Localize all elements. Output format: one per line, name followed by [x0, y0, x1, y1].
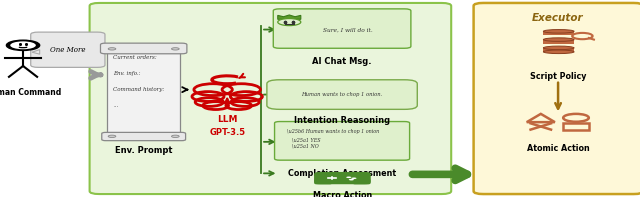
Text: Script Policy: Script Policy	[530, 72, 586, 81]
Text: Env. info.:: Env. info.:	[113, 71, 141, 76]
Text: \u25b6 Human wants to chop 1 onion: \u25b6 Human wants to chop 1 onion	[287, 129, 380, 134]
Circle shape	[172, 135, 179, 138]
Circle shape	[351, 177, 356, 179]
Text: One More: One More	[50, 46, 86, 54]
FancyBboxPatch shape	[315, 180, 332, 184]
Circle shape	[108, 48, 116, 50]
Circle shape	[349, 179, 354, 180]
Text: LLM: LLM	[217, 115, 237, 124]
FancyBboxPatch shape	[275, 122, 410, 160]
Circle shape	[6, 40, 40, 50]
FancyBboxPatch shape	[267, 80, 417, 109]
Polygon shape	[32, 50, 40, 54]
FancyBboxPatch shape	[102, 132, 186, 141]
Text: Intention Reasoning: Intention Reasoning	[294, 116, 390, 125]
Circle shape	[108, 135, 116, 138]
Bar	[543, 40, 574, 44]
FancyBboxPatch shape	[100, 43, 187, 54]
Text: Current orders:: Current orders:	[113, 55, 157, 60]
Text: Atomic Action: Atomic Action	[527, 144, 589, 153]
Text: Human wants to chop 1 onion.: Human wants to chop 1 onion.	[301, 92, 383, 97]
Ellipse shape	[543, 46, 574, 50]
Circle shape	[172, 48, 179, 50]
FancyBboxPatch shape	[273, 9, 411, 48]
Text: ...: ...	[113, 103, 118, 108]
Ellipse shape	[543, 30, 574, 33]
Text: Executor: Executor	[532, 13, 584, 23]
FancyBboxPatch shape	[353, 180, 370, 184]
Text: AI Chat Msg.: AI Chat Msg.	[312, 57, 372, 66]
Text: Sure, I will do it.: Sure, I will do it.	[323, 28, 373, 33]
Circle shape	[10, 41, 36, 49]
FancyBboxPatch shape	[474, 3, 640, 194]
Text: Command history:: Command history:	[113, 87, 164, 92]
Text: Macro Action: Macro Action	[313, 191, 372, 197]
Text: GPT-3.5: GPT-3.5	[209, 128, 245, 137]
Text: Human Command: Human Command	[0, 88, 61, 97]
Bar	[543, 48, 574, 52]
FancyBboxPatch shape	[107, 46, 180, 137]
Text: Completion Assessment: Completion Assessment	[288, 169, 396, 178]
Text: \u25a1 NO: \u25a1 NO	[292, 144, 319, 149]
Bar	[543, 31, 574, 35]
FancyBboxPatch shape	[31, 32, 105, 67]
Text: Env. Prompt: Env. Prompt	[115, 146, 172, 155]
Bar	[563, 123, 589, 130]
Circle shape	[346, 177, 351, 178]
FancyBboxPatch shape	[315, 173, 370, 183]
Ellipse shape	[543, 50, 574, 54]
Polygon shape	[278, 15, 301, 19]
Ellipse shape	[543, 38, 574, 41]
Circle shape	[278, 19, 301, 26]
FancyBboxPatch shape	[90, 3, 451, 194]
Text: \u25a1 YES: \u25a1 YES	[292, 137, 321, 142]
